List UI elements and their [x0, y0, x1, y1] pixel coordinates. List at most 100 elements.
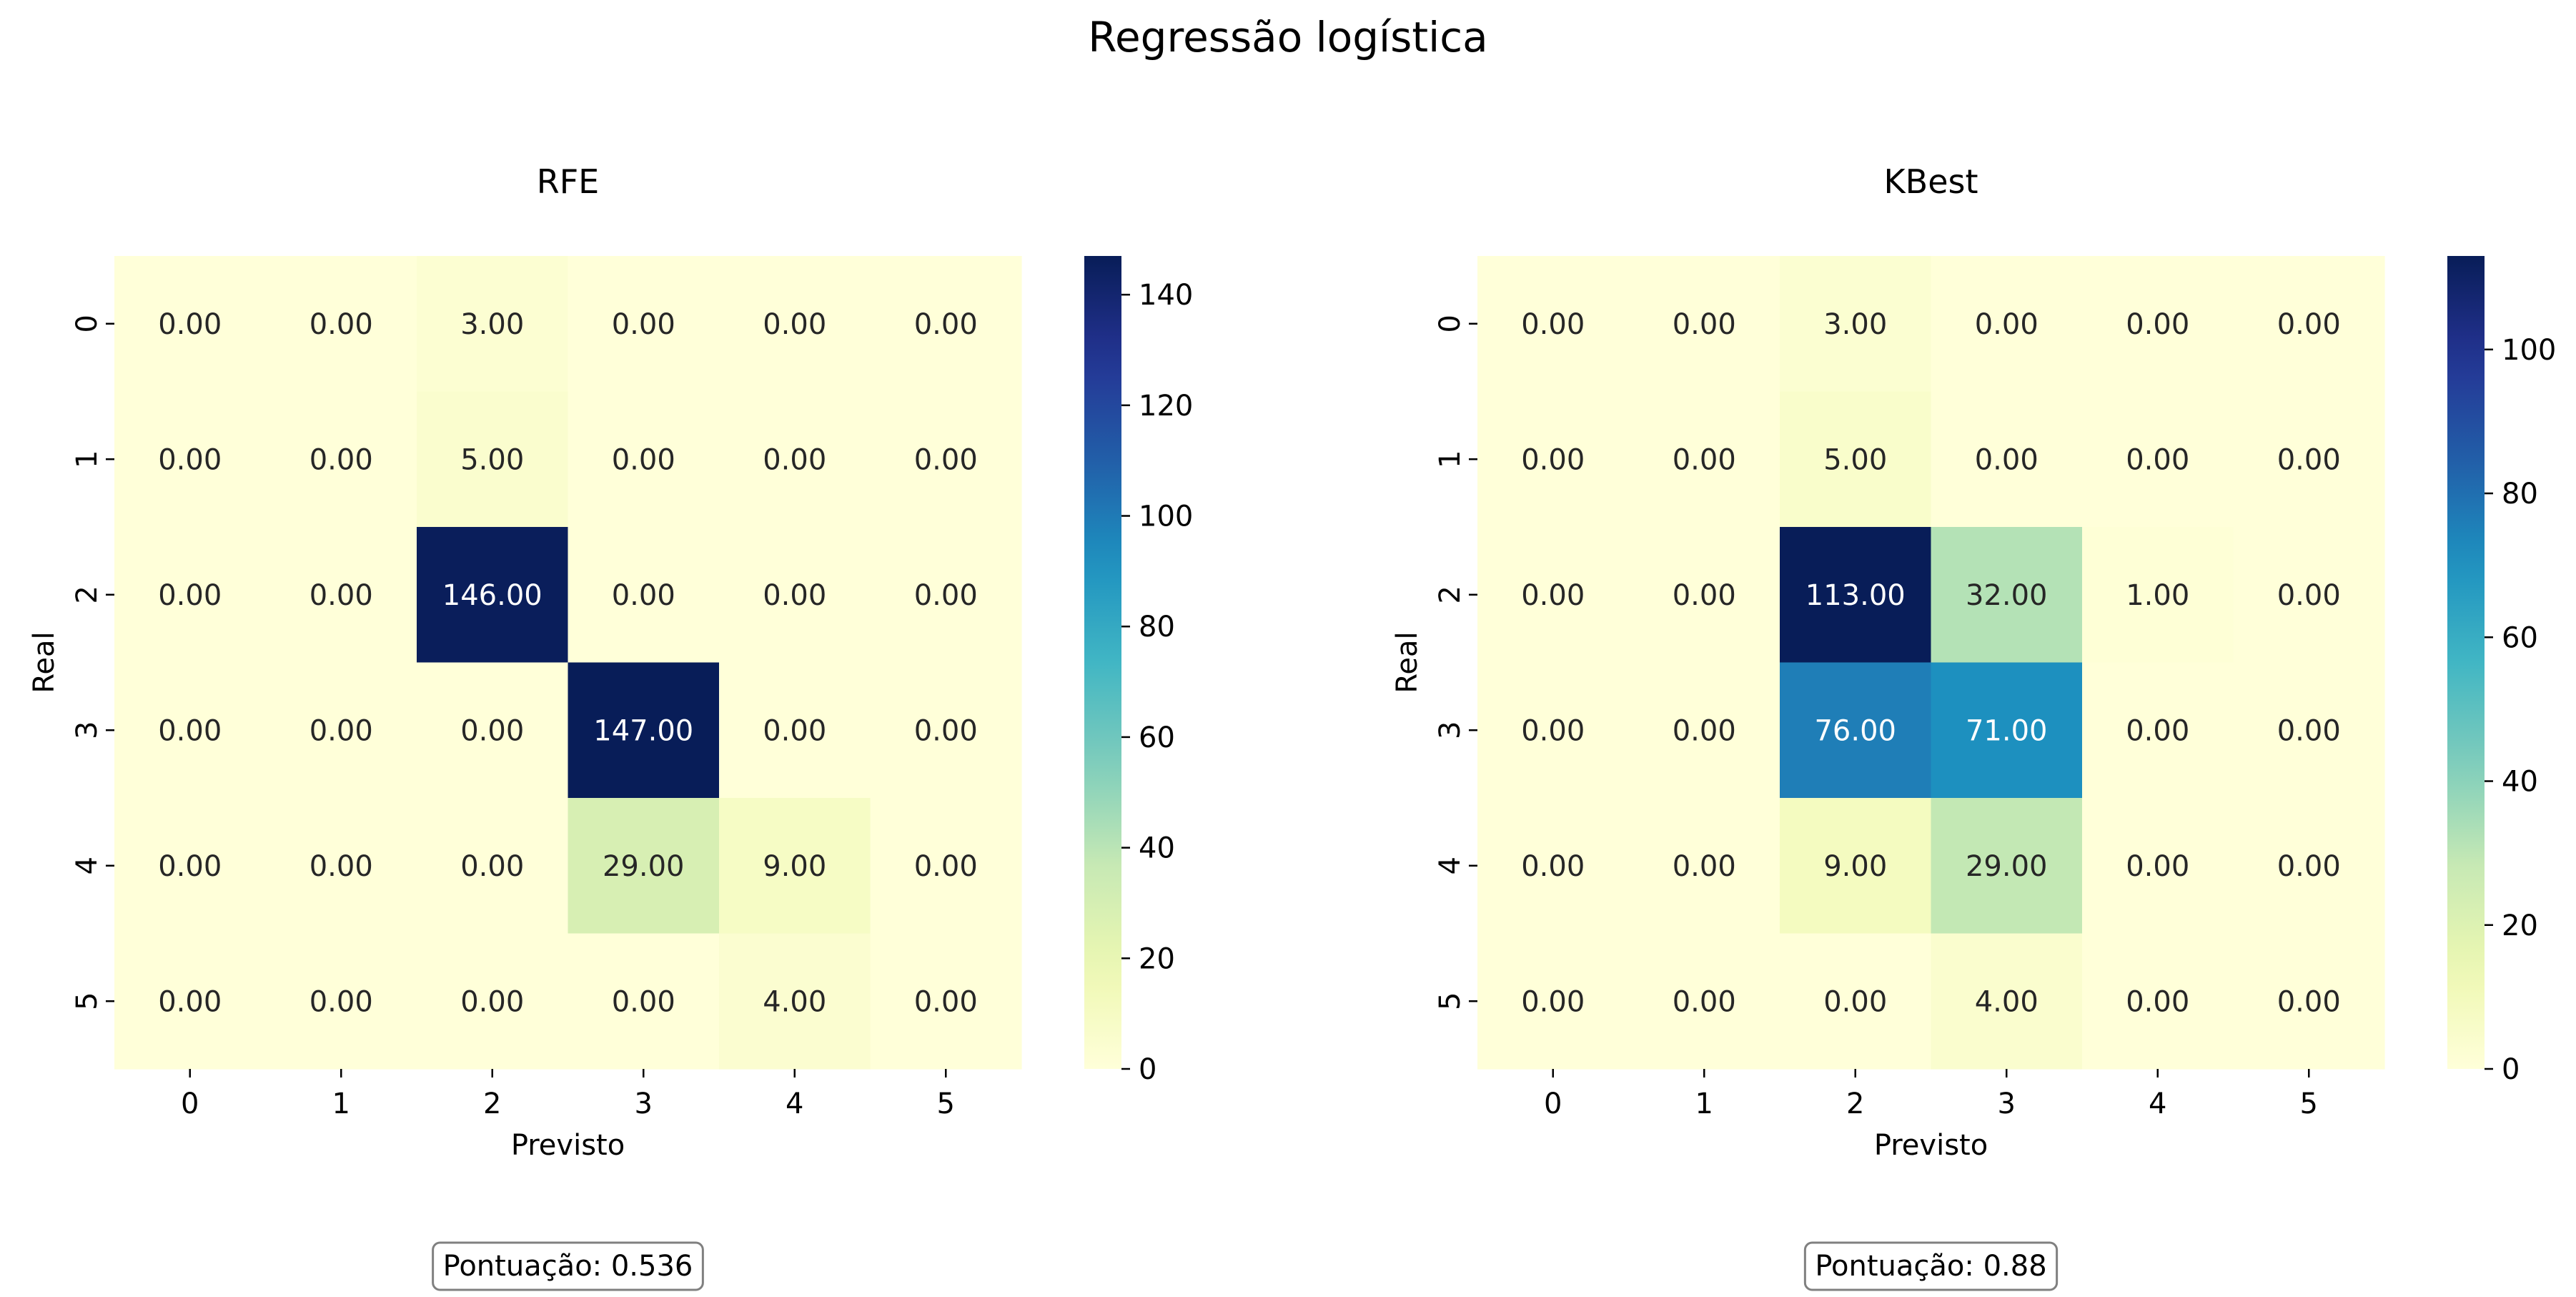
heatmap-cell	[719, 933, 871, 1070]
cell-annotation: 0.00	[309, 850, 373, 883]
heatmap-cell	[719, 527, 871, 664]
heatmap-cell	[2082, 527, 2234, 664]
x-tick-label: 0	[181, 1088, 199, 1120]
heatmap-cell	[1477, 798, 1630, 934]
cell-annotation: 0.00	[763, 714, 826, 747]
x-tick-label: 2	[483, 1088, 501, 1120]
heatmap-cell	[417, 798, 569, 934]
cell-annotation: 0.00	[2277, 714, 2341, 747]
y-tick-label: 3	[1434, 721, 1467, 739]
heatmap-cell	[417, 933, 569, 1070]
heatmap-cell	[568, 391, 720, 528]
cell-annotation: 5.00	[1823, 443, 1887, 476]
x-tick-label: 3	[1998, 1088, 2016, 1120]
x-tick-label: 5	[2300, 1088, 2318, 1120]
heatmap-cell	[1931, 527, 2083, 664]
heatmap-cell	[719, 662, 871, 799]
heatmap-cell	[568, 662, 720, 799]
y-axis-label: Real	[28, 631, 61, 693]
cell-annotation: 0.00	[158, 714, 222, 747]
cell-annotation: 0.00	[2277, 443, 2341, 476]
cell-annotation: 0.00	[309, 714, 373, 747]
colorbar	[2447, 256, 2485, 1069]
cell-annotation: 3.00	[1823, 308, 1887, 341]
heatmap-cell	[265, 933, 417, 1070]
heatmap-cell	[2233, 933, 2385, 1070]
x-axis-label: Previsto	[1874, 1129, 1988, 1162]
cell-annotation: 0.00	[1975, 308, 2038, 341]
colorbar-tick-label: 0	[1139, 1053, 1156, 1086]
cell-annotation: 0.00	[1521, 714, 1585, 747]
heatmap-cell	[265, 527, 417, 664]
cell-annotation: 32.00	[1966, 579, 2048, 612]
cell-annotation: 0.00	[460, 714, 524, 747]
y-tick-label: 0	[71, 315, 104, 332]
colorbar-tick-label: 80	[2502, 478, 2538, 511]
y-tick-label: 1	[71, 450, 104, 468]
cell-annotation: 147.00	[593, 714, 693, 747]
cell-annotation: 1.00	[2126, 579, 2189, 612]
cell-annotation: 113.00	[1805, 579, 1906, 612]
x-tick-label: 5	[937, 1088, 955, 1120]
cell-annotation: 3.00	[460, 308, 524, 341]
cell-annotation: 0.00	[1673, 308, 1736, 341]
cell-annotation: 0.00	[763, 579, 826, 612]
cell-annotation: 0.00	[1521, 985, 1585, 1018]
cell-annotation: 0.00	[612, 443, 675, 476]
heatmap-cell	[1931, 662, 2083, 799]
colorbar-tick-label: 40	[1139, 832, 1175, 865]
cell-annotation: 0.00	[1521, 850, 1585, 883]
heatmap-cell	[1477, 256, 1630, 393]
cell-annotation: 0.00	[2277, 985, 2341, 1018]
heatmap-cell	[1931, 391, 2083, 528]
score-label: Pontuação: 0.536	[443, 1250, 693, 1283]
cell-annotation: 29.00	[1966, 850, 2048, 883]
cell-annotation: 0.00	[914, 579, 978, 612]
heatmap-panel-kbest: KBest 0.00 0.00 3.00 0.00 0.00 0.00 0.00 0.00 5.0…	[1391, 162, 2556, 1291]
heatmap-cell	[417, 527, 569, 664]
heatmap-cell	[2233, 798, 2385, 934]
heatmap-cell	[568, 527, 720, 664]
colorbar-tick-label: 40	[2502, 766, 2538, 799]
cell-annotation: 0.00	[158, 579, 222, 612]
figure-title: Regressão logística	[1088, 13, 1487, 61]
cell-annotation: 4.00	[763, 985, 826, 1018]
cell-annotation: 71.00	[1966, 714, 2048, 747]
cell-annotation: 0.00	[1521, 443, 1585, 476]
cell-annotation: 0.00	[612, 579, 675, 612]
cell-annotation: 0.00	[914, 443, 978, 476]
heatmap-cell	[114, 527, 267, 664]
cell-annotation: 0.00	[309, 985, 373, 1018]
colorbar	[1084, 256, 1121, 1069]
colorbar-tick-label: 100	[2502, 334, 2556, 367]
heatmap-cell	[2082, 933, 2234, 1070]
score-box	[1803, 1241, 2059, 1291]
cell-annotation: 4.00	[1975, 985, 2038, 1018]
heatmap-cell	[114, 256, 267, 393]
heatmap-cell	[1477, 933, 1630, 1070]
cell-annotation: 0.00	[1673, 443, 1736, 476]
x-axis-label: Previsto	[511, 1129, 625, 1162]
cell-annotation: 0.00	[2277, 850, 2341, 883]
cell-annotation: 0.00	[158, 308, 222, 341]
cell-annotation: 0.00	[612, 985, 675, 1018]
heatmap-cell	[870, 933, 1022, 1070]
heatmap-cell	[2233, 662, 2385, 799]
colorbar-tick-label: 140	[1139, 279, 1193, 312]
heatmap-cell	[1931, 256, 2083, 393]
heatmap-cell	[114, 798, 267, 934]
heatmap-cell	[870, 391, 1022, 528]
cell-annotation: 0.00	[612, 308, 675, 341]
cell-annotation: 0.00	[1673, 579, 1736, 612]
cell-annotation: 0.00	[2277, 308, 2341, 341]
y-tick-label: 1	[1434, 450, 1467, 468]
heatmap-cell	[114, 933, 267, 1070]
heatmap-cell	[2082, 798, 2234, 934]
colorbar-tick-label: 80	[1139, 611, 1175, 643]
heatmap-cell	[2082, 256, 2234, 393]
heatmap-panel-rfe: RFE 0.00 0.00 3.00 0.00 0.00 0.00 0.00 0.00 5.00 0…	[28, 162, 1193, 1291]
cell-annotation: 0.00	[1975, 443, 2038, 476]
colorbar-tick-label: 0	[2502, 1053, 2520, 1086]
cell-annotation: 0.00	[2126, 308, 2189, 341]
heatmap-cell	[1628, 256, 1780, 393]
